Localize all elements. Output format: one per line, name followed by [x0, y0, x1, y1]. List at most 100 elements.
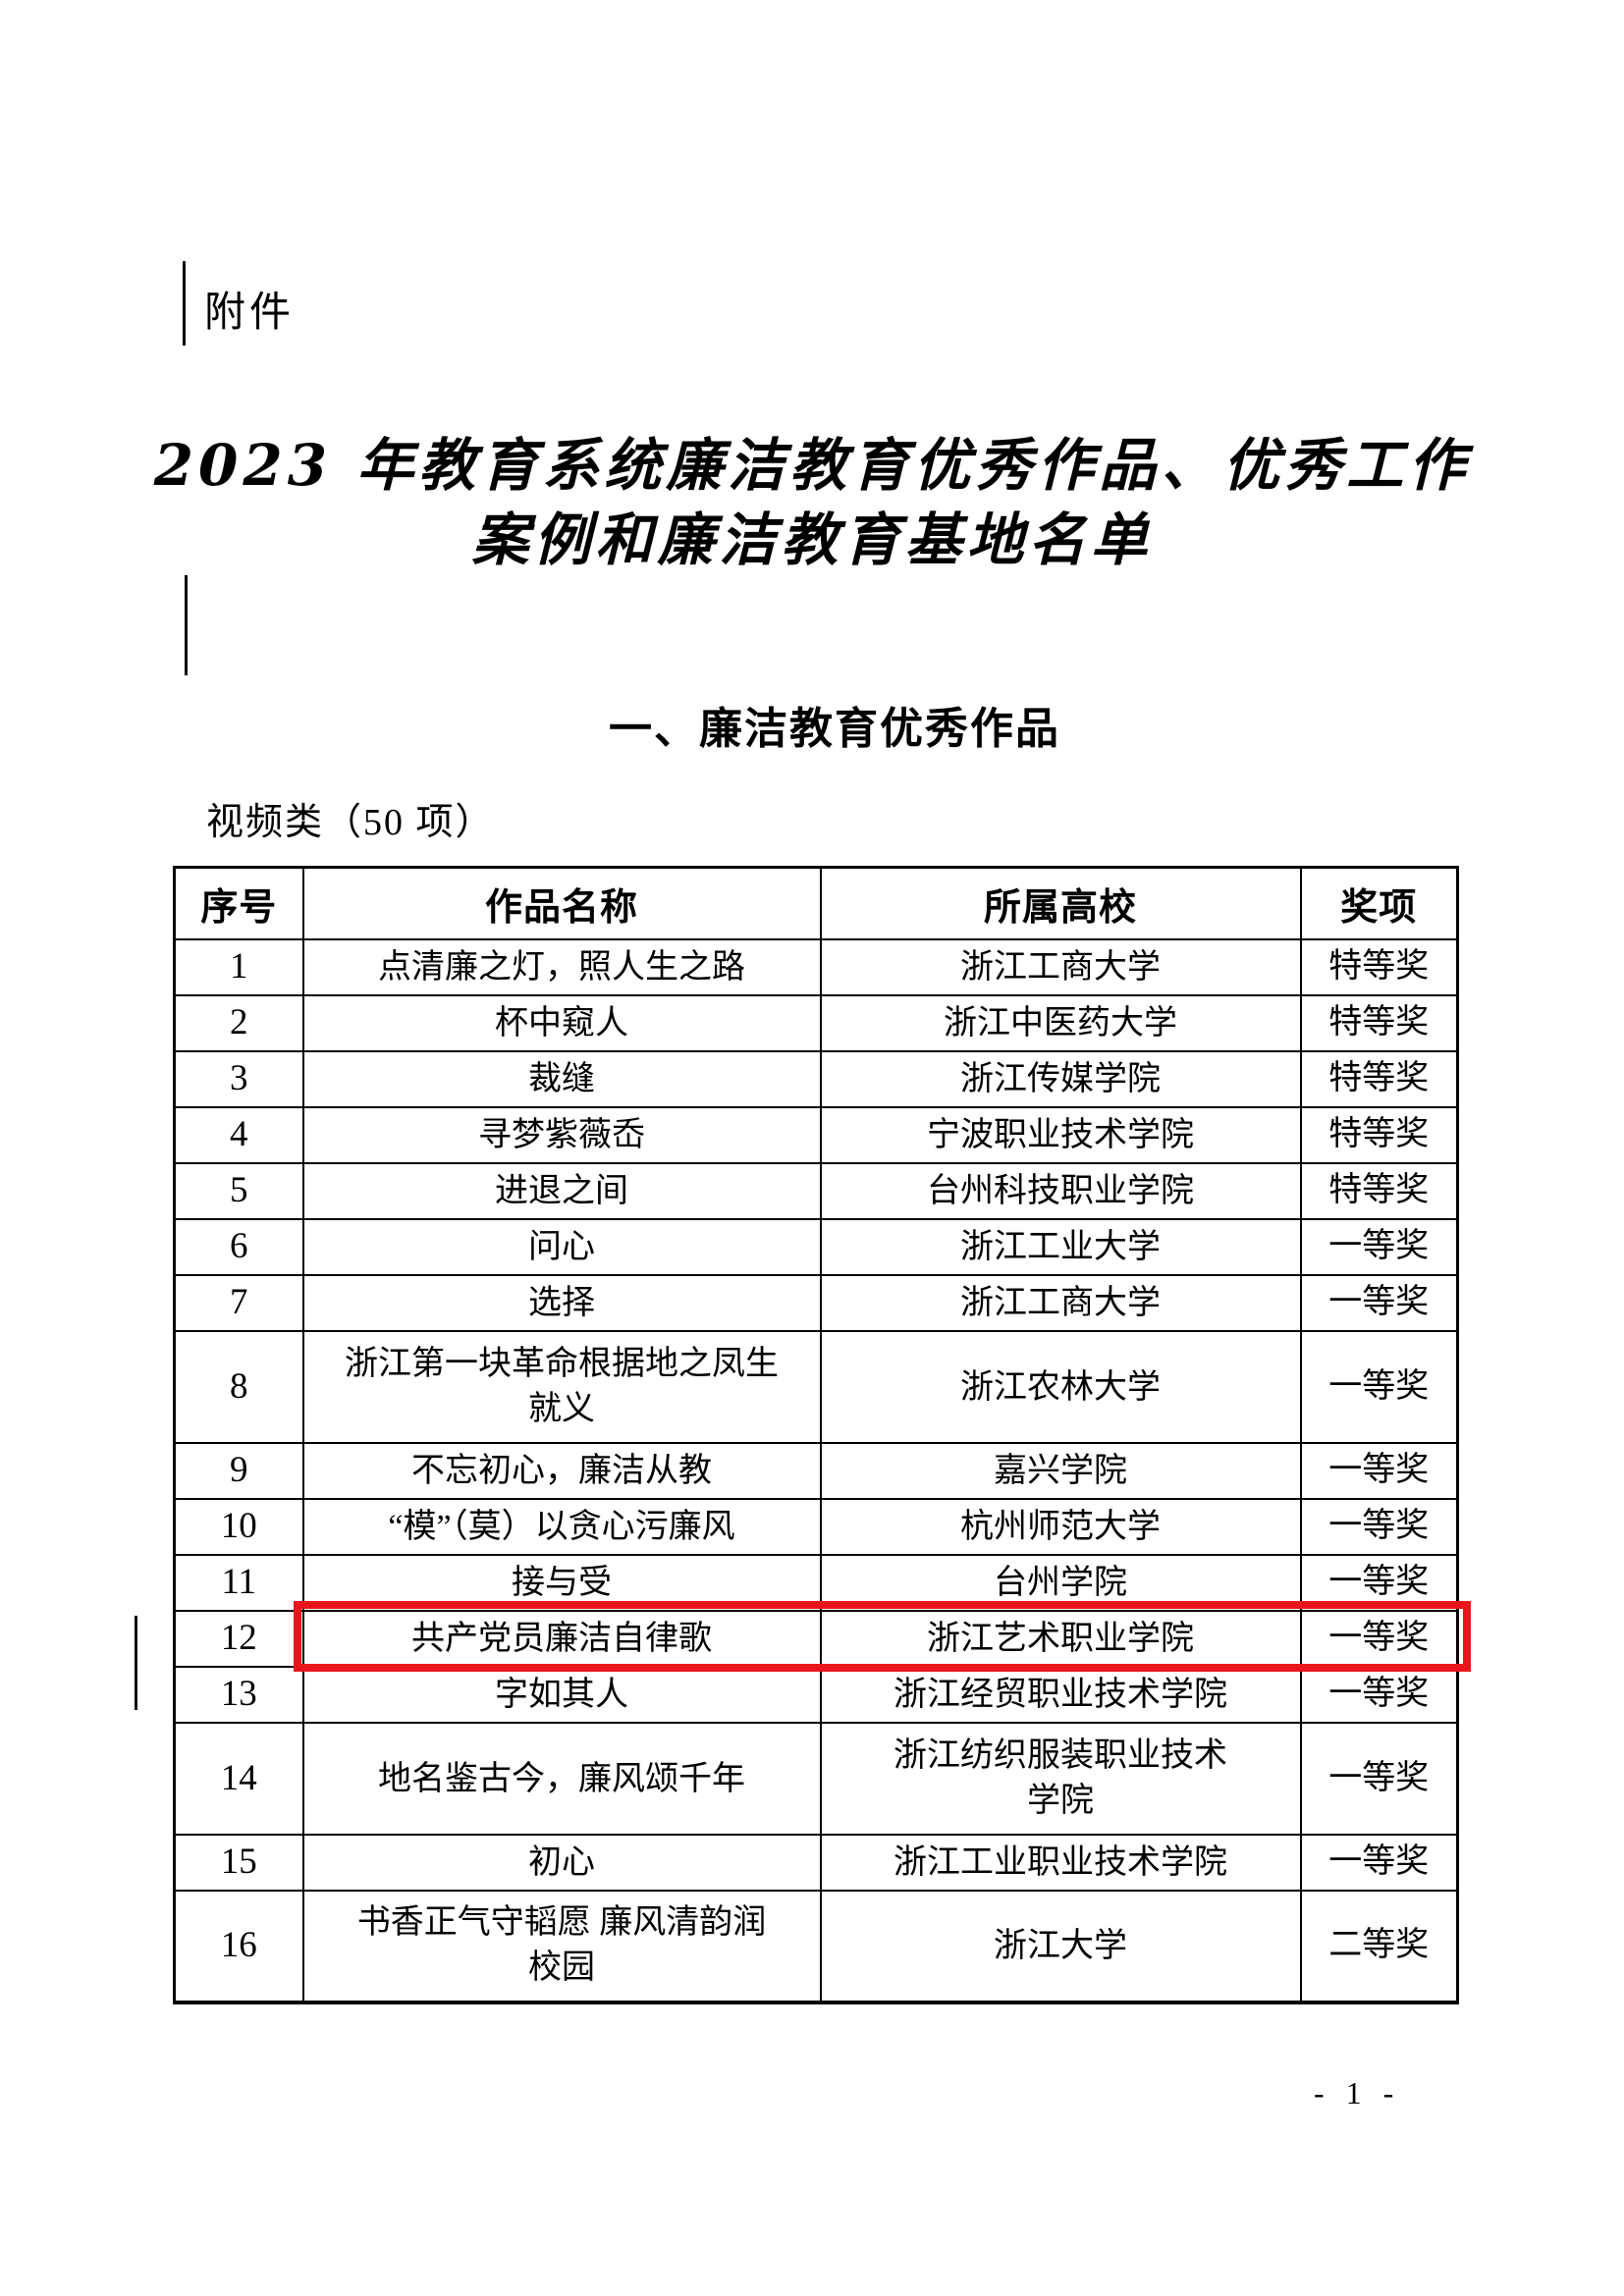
table-row: 10 “模”（莫）以贪心污廉风 杭州师范大学 一等奖: [173, 1497, 1459, 1556]
margin-change-bar: [183, 261, 186, 346]
cell-title: 点清廉之灯，照人生之路: [301, 937, 822, 996]
cell-school: 浙江传媒学院: [819, 1049, 1302, 1108]
cell-title: 问心: [301, 1217, 822, 1276]
margin-change-bar: [135, 1616, 137, 1710]
cell-title-text: 接与受: [512, 1565, 612, 1602]
cell-no: 13: [173, 1665, 304, 1724]
header-cell-no: 序号: [173, 866, 304, 940]
cell-no: 7: [173, 1273, 304, 1332]
table-row: 6 问心 浙江工业大学 一等奖: [173, 1217, 1459, 1276]
cell-title-text: 共产党员廉洁自律歌: [411, 1621, 712, 1658]
cell-title-text: 字如其人: [495, 1677, 628, 1714]
cell-school-text: 浙江经贸职业技术学院: [893, 1677, 1227, 1714]
cell-title: 进退之间: [301, 1161, 822, 1220]
cell-school: 浙江工商大学: [819, 937, 1302, 996]
cell-title-text: 进退之间: [495, 1173, 628, 1210]
cell-school-text: 浙江大学: [994, 1928, 1127, 1965]
cell-school-text: 台州科技职业学院: [927, 1173, 1194, 1210]
cell-school-text: 浙江工业大学: [960, 1229, 1161, 1266]
table-row: 9 不忘初心，廉洁从教 嘉兴学院 一等奖: [173, 1441, 1459, 1500]
cell-award: 一等奖: [1299, 1721, 1459, 1836]
table-row: 15 初心 浙江工业职业技术学院 一等奖: [173, 1833, 1459, 1892]
cell-title-text: 问心: [528, 1229, 595, 1266]
table-row: 4 寻梦紫薇岙 宁波职业技术学院 特等奖: [173, 1105, 1459, 1164]
cell-no: 3: [173, 1049, 304, 1108]
cell-title-text: 选择: [528, 1285, 595, 1322]
cell-no: 16: [173, 1889, 304, 2004]
cell-award: 一等奖: [1299, 1441, 1459, 1500]
table-header-row: 序号 作品名称 所属高校 奖项: [173, 866, 1459, 940]
cell-no: 10: [173, 1497, 304, 1556]
cell-no: 1: [173, 937, 304, 996]
cell-no: 6: [173, 1217, 304, 1276]
cell-school-text: 浙江工商大学: [960, 949, 1161, 987]
cell-award: 特等奖: [1299, 1105, 1459, 1164]
page-number: - 1 -: [1314, 2075, 1401, 2110]
cell-no: 2: [173, 993, 304, 1052]
table-row: 5 进退之间 台州科技职业学院 特等奖: [173, 1161, 1459, 1220]
table-row: 8 浙江第一块革命根据地之凤生就义 浙江农林大学 一等奖: [173, 1329, 1459, 1444]
cell-school-text: 浙江农林大学: [960, 1368, 1161, 1406]
cell-no: 12: [173, 1609, 304, 1668]
cell-school-text: 嘉兴学院: [994, 1453, 1127, 1490]
cell-title-text: 点清廉之灯，照人生之路: [378, 949, 745, 987]
cell-school-text: 宁波职业技术学院: [927, 1117, 1194, 1154]
cell-school-text: 浙江传媒学院: [960, 1061, 1161, 1098]
cell-title: 地名鉴古今，廉风颂千年: [301, 1721, 822, 1836]
cell-title: 选择: [301, 1273, 822, 1332]
cell-award: 一等奖: [1299, 1497, 1459, 1556]
cell-no: 14: [173, 1721, 304, 1836]
cell-title-text: 不忘初心，廉洁从教: [411, 1453, 712, 1490]
cell-award: 一等奖: [1299, 1273, 1459, 1332]
cell-award: 特等奖: [1299, 993, 1459, 1052]
cell-title: 初心: [301, 1833, 822, 1892]
cell-school-text: 浙江纺织服装职业技术学院: [893, 1736, 1227, 1819]
document-title: 2023 年教育系统廉洁教育优秀作品、优秀工作 案例和廉洁教育基地名单: [0, 428, 1624, 577]
cell-school: 浙江纺织服装职业技术学院: [819, 1721, 1302, 1836]
cell-no: 8: [173, 1329, 304, 1444]
cell-school: 浙江农林大学: [819, 1329, 1302, 1444]
cell-award: 一等奖: [1299, 1665, 1459, 1724]
attachment-label: 附件: [204, 289, 296, 335]
cell-title-text: “模”（莫）以贪心污廉风: [388, 1509, 735, 1546]
header-cell-title: 作品名称: [301, 866, 822, 940]
cell-award: 一等奖: [1299, 1329, 1459, 1444]
margin-change-bar: [185, 575, 188, 675]
table-body: 1 点清廉之灯，照人生之路 浙江工商大学 特等奖 2 杯中窥人 浙江中医药大学 …: [173, 937, 1459, 2004]
cell-school-text: 杭州师范大学: [960, 1509, 1161, 1546]
cell-title-text: 初心: [528, 1844, 595, 1882]
cell-title: “模”（莫）以贪心污廉风: [301, 1497, 822, 1556]
awards-table: 序号 作品名称 所属高校 奖项 1 点清廉之灯，照人生之路 浙江工商大学 特等奖…: [173, 866, 1459, 2004]
table-row: 2 杯中窥人 浙江中医药大学 特等奖: [173, 993, 1459, 1052]
cell-award: 一等奖: [1299, 1217, 1459, 1276]
cell-title-text: 裁缝: [528, 1061, 595, 1098]
cell-school: 台州科技职业学院: [819, 1161, 1302, 1220]
cell-school: 浙江工业大学: [819, 1217, 1302, 1276]
cell-award: 特等奖: [1299, 937, 1459, 996]
table-row: 14 地名鉴古今，廉风颂千年 浙江纺织服装职业技术学院 一等奖: [173, 1721, 1459, 1836]
cell-school-text: 浙江艺术职业学院: [927, 1621, 1194, 1658]
cell-title: 书香正气守韬愿 廉风清韵润校园: [301, 1889, 822, 2004]
table-row: 16 书香正气守韬愿 廉风清韵润校园 浙江大学 二等奖: [173, 1889, 1459, 2004]
cell-no: 15: [173, 1833, 304, 1892]
cell-title-text: 寻梦紫薇岙: [478, 1117, 645, 1154]
table-row: 7 选择 浙江工商大学 一等奖: [173, 1273, 1459, 1332]
document-title-line1: 2023 年教育系统廉洁教育优秀作品、优秀工作: [153, 432, 1471, 499]
cell-school: 嘉兴学院: [819, 1441, 1302, 1500]
cell-award: 一等奖: [1299, 1833, 1459, 1892]
table-row: 3 裁缝 浙江传媒学院 特等奖: [173, 1049, 1459, 1108]
table-row: 11 接与受 台州学院 一等奖: [173, 1553, 1459, 1612]
cell-title: 共产党员廉洁自律歌: [301, 1609, 822, 1668]
cell-school: 浙江工业职业技术学院: [819, 1833, 1302, 1892]
cell-no: 5: [173, 1161, 304, 1220]
cell-title: 杯中窥人: [301, 993, 822, 1052]
cell-title-text: 杯中窥人: [495, 1005, 628, 1042]
cell-title: 浙江第一块革命根据地之凤生就义: [301, 1329, 822, 1444]
document-title-line2: 案例和廉洁教育基地名单: [471, 507, 1153, 573]
cell-school-text: 浙江工业职业技术学院: [893, 1844, 1227, 1882]
cell-school-text: 浙江中医药大学: [944, 1005, 1177, 1042]
cell-title-text: 地名鉴古今，廉风颂千年: [378, 1760, 745, 1797]
cell-title: 裁缝: [301, 1049, 822, 1108]
cell-no: 9: [173, 1441, 304, 1500]
